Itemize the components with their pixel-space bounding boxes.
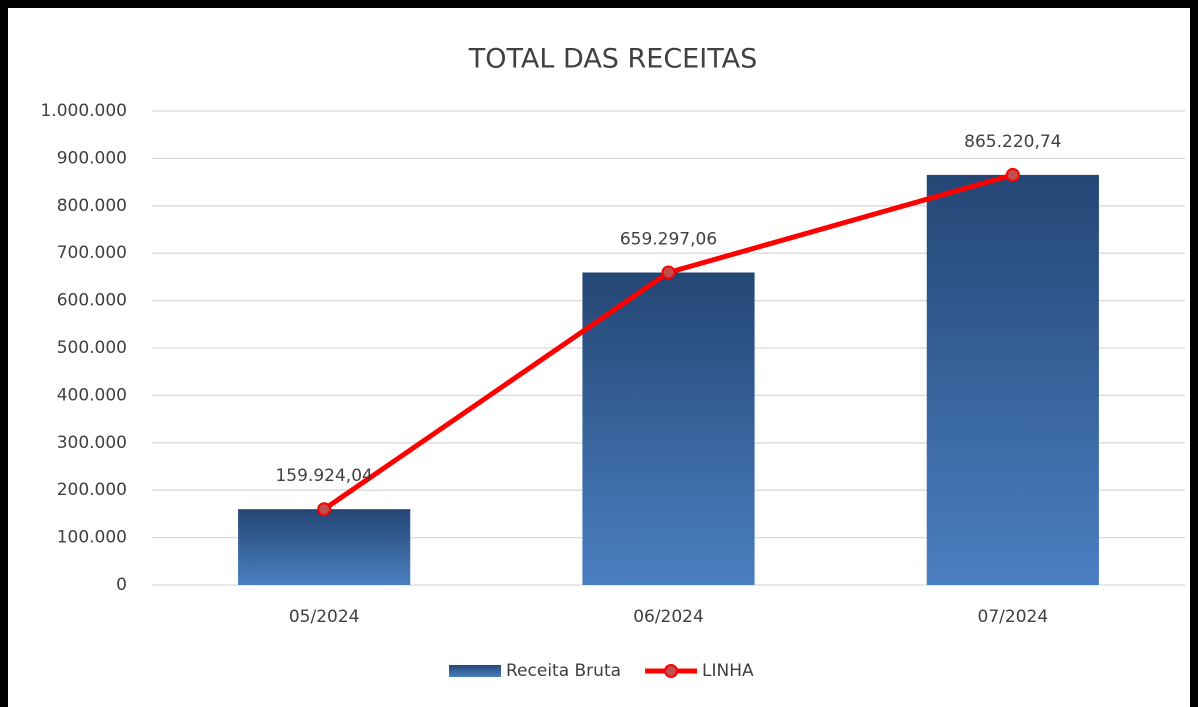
- line-marker: [661, 265, 676, 280]
- x-tick-label: 06/2024: [633, 607, 704, 627]
- data-label: 159.924,04: [275, 466, 372, 486]
- y-tick-label: 600.000: [57, 291, 127, 311]
- y-tick-label: 500.000: [57, 338, 127, 358]
- y-tick-label: 700.000: [57, 243, 127, 263]
- line-marker: [1005, 167, 1020, 182]
- y-tick-label: 200.000: [57, 480, 127, 500]
- y-tick-label: 300.000: [57, 433, 127, 453]
- legend-label: LINHA: [702, 661, 754, 681]
- x-tick-label: 07/2024: [978, 607, 1049, 627]
- y-tick-label: 0: [116, 575, 127, 595]
- line-marker: [317, 502, 332, 517]
- y-tick-label: 900.000: [57, 148, 127, 168]
- x-tick-label: 05/2024: [289, 607, 360, 627]
- y-tick-label: 800.000: [57, 196, 127, 216]
- bar: [926, 174, 1099, 585]
- y-tick-label: 400.000: [57, 385, 127, 405]
- legend-swatch: [449, 665, 501, 677]
- bar: [582, 272, 755, 585]
- legend-label: Receita Bruta: [506, 661, 621, 681]
- y-tick-label: 100.000: [57, 528, 127, 548]
- y-tick-label: 1.000.000: [40, 101, 127, 121]
- data-label: 659.297,06: [620, 229, 717, 249]
- bar: [238, 509, 411, 585]
- chart-title: TOTAL DAS RECEITAS: [468, 44, 757, 75]
- legend-marker: [664, 664, 679, 678]
- data-label: 865.220,74: [964, 132, 1061, 152]
